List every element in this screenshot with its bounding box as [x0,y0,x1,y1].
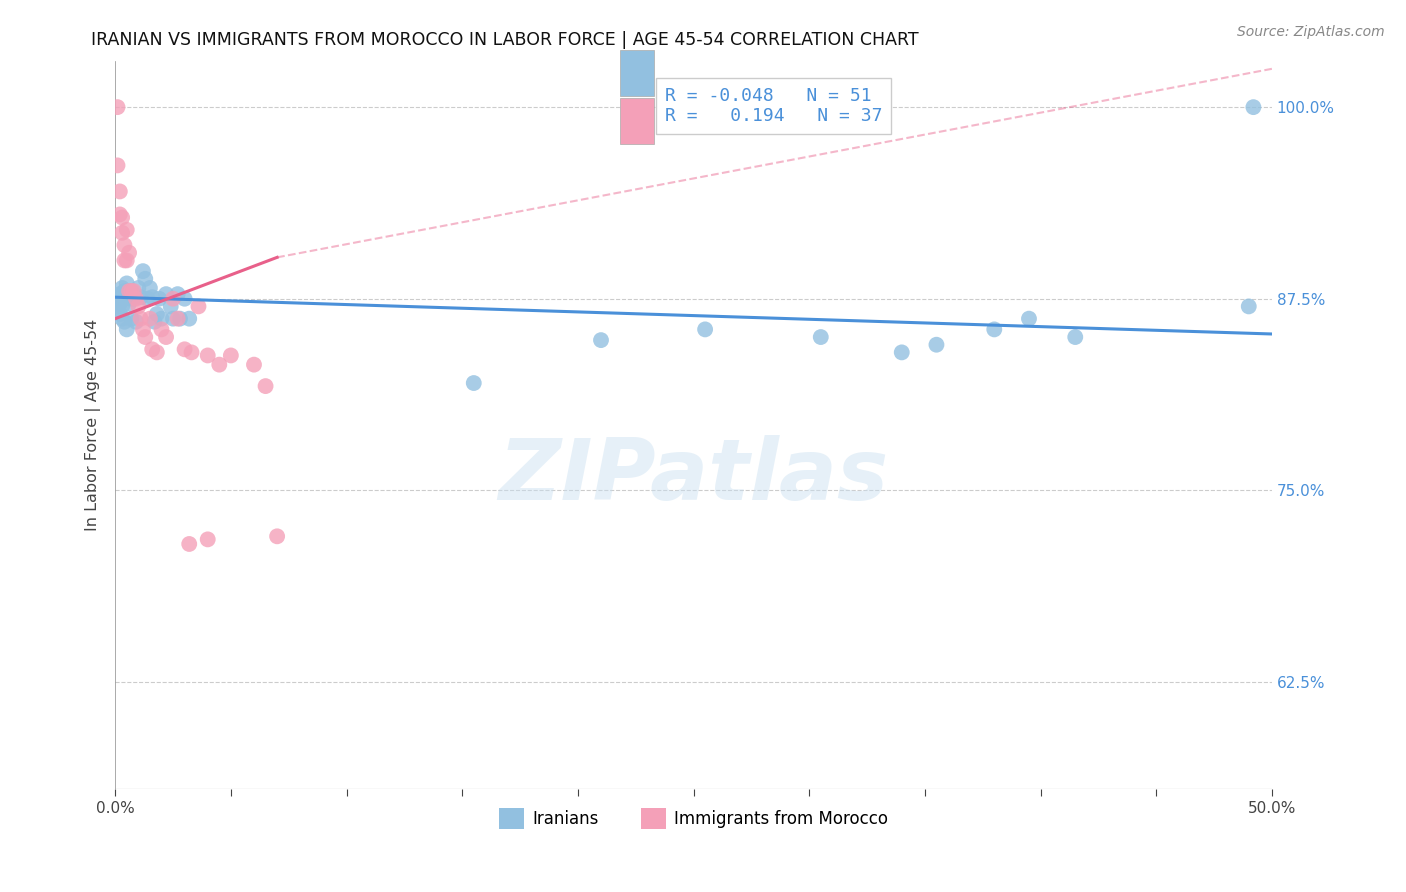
Point [114,315,136,329]
Point [108,207,131,221]
Point [111,281,134,295]
Point [173,292,195,306]
Point [589,333,612,347]
Point [115,253,138,268]
Text: Source: ZipAtlas.com: Source: ZipAtlas.com [1237,25,1385,39]
Point [111,211,134,225]
Point [159,299,181,313]
Point [125,292,148,306]
Point [111,299,134,313]
Text: IRANIAN VS IMMIGRANTS FROM MOROCCO IN LABOR FORCE | AGE 45-54 CORRELATION CHART: IRANIAN VS IMMIGRANTS FROM MOROCCO IN LA… [91,31,920,49]
Point [180,345,202,359]
Point [254,379,277,393]
Point [179,311,201,326]
Text: ZIPatlas: ZIPatlas [498,434,889,517]
Point [107,100,129,114]
Point [810,330,832,344]
Point [120,311,142,326]
Point [266,529,288,543]
Point [463,376,485,390]
Point [208,358,231,372]
Point [1018,311,1040,326]
Point [114,284,136,298]
Point [219,348,242,362]
Point [143,315,166,329]
Point [197,348,219,362]
Point [162,311,184,326]
Point [983,322,1005,336]
Point [114,253,136,268]
Point [108,287,131,301]
Point [114,238,136,252]
Point [127,281,149,295]
Text: R = -0.048   N = 51
R =   0.194   N = 37: R = -0.048 N = 51 R = 0.194 N = 37 [665,87,882,126]
Point [132,322,155,336]
Point [1241,100,1264,114]
Point [107,299,129,313]
Point [166,311,188,326]
Point [120,292,142,306]
Point [107,158,129,172]
Point [118,284,141,298]
Point [162,292,184,306]
Point [115,290,138,304]
Legend: Iranians, Immigrants from Morocco: Iranians, Immigrants from Morocco [492,802,894,836]
Point [114,292,136,306]
Point [141,343,163,357]
Point [115,277,138,291]
Point [115,223,138,237]
Y-axis label: In Labor Force | Age 45-54: In Labor Force | Age 45-54 [86,319,101,532]
Point [108,307,131,321]
FancyBboxPatch shape [620,97,654,144]
Point [155,287,177,301]
Point [107,292,129,306]
Point [146,307,169,321]
Point [118,284,141,298]
Point [1064,330,1087,344]
Point [120,284,142,298]
Point [118,296,141,310]
Point [136,292,159,306]
Point [132,264,155,278]
Point [243,358,266,372]
Point [134,330,156,344]
Point [179,537,201,551]
Point [148,292,170,306]
Point [173,343,195,357]
Point [146,345,169,359]
Point [197,533,219,547]
Point [111,290,134,304]
Point [134,272,156,286]
Point [139,281,162,295]
Point [111,226,134,240]
Point [890,345,912,359]
Point [122,284,145,298]
Point [141,290,163,304]
Point [111,311,134,326]
Point [1237,299,1260,313]
FancyBboxPatch shape [620,50,654,96]
Point [129,311,152,326]
Point [150,311,173,326]
Point [108,296,131,310]
Point [155,330,177,344]
Point [129,290,152,304]
Point [150,322,173,336]
Point [125,315,148,329]
Point [169,311,191,326]
Point [139,311,162,326]
Point [108,185,131,199]
Point [115,322,138,336]
Point [127,299,149,313]
Point [187,299,209,313]
Point [695,322,717,336]
Point [122,292,145,306]
Point [925,337,948,351]
Point [120,284,142,298]
Point [118,245,141,260]
Point [166,287,188,301]
